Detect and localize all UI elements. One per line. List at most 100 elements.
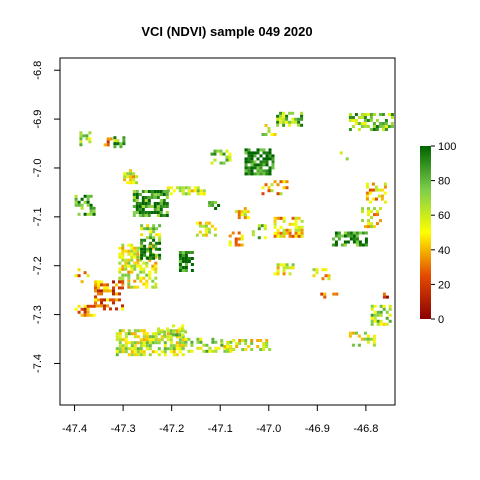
raster-cell (145, 285, 149, 289)
raster-cell (355, 243, 359, 247)
raster-cell (147, 214, 151, 217)
raster-cell (172, 333, 176, 337)
raster-cell (204, 224, 208, 228)
raster-cell (133, 332, 137, 336)
raster-cell (184, 251, 188, 254)
raster-cell (138, 214, 142, 217)
raster-cell (118, 329, 122, 333)
raster-cell (346, 234, 350, 238)
raster-cell (169, 341, 173, 345)
raster-cell (148, 344, 152, 348)
raster-cell (118, 347, 122, 351)
raster-cell (288, 228, 292, 232)
raster-cell (204, 230, 208, 234)
raster-cell (178, 257, 182, 260)
raster-cell (323, 295, 327, 299)
raster-cell (148, 270, 152, 274)
raster-cell (178, 266, 182, 269)
raster-cell (259, 166, 263, 170)
y-tick-label: -7.1 (32, 207, 44, 226)
raster-cell (232, 339, 236, 342)
raster-cell (85, 134, 89, 138)
raster-cell (285, 114, 289, 118)
raster-cell (158, 233, 162, 237)
raster-cell (262, 157, 266, 161)
raster-cell (253, 172, 257, 176)
raster-cell (146, 247, 150, 251)
raster-cell (154, 350, 158, 354)
raster-cell (79, 143, 83, 147)
raster-cell (205, 343, 209, 347)
raster-cell (279, 111, 283, 115)
raster-cell (86, 274, 90, 278)
raster-cell (259, 172, 263, 176)
raster-cell (126, 181, 130, 185)
raster-cell (262, 163, 266, 167)
raster-cell (263, 227, 267, 231)
raster-cell (190, 349, 194, 353)
raster-cell (244, 169, 248, 173)
raster-cell (181, 251, 185, 254)
raster-cell (234, 240, 238, 244)
raster-cell (250, 160, 254, 164)
raster-cell (136, 273, 140, 277)
raster-cell (282, 272, 286, 276)
raster-cell (109, 298, 112, 302)
raster-cell (115, 332, 119, 336)
raster-cell (259, 148, 263, 152)
raster-cell (240, 234, 244, 238)
raster-cell (279, 234, 283, 238)
raster-cell (279, 231, 283, 235)
raster-cell (118, 286, 121, 290)
raster-cell (127, 252, 131, 256)
raster-cell (241, 348, 245, 351)
raster-cell (193, 186, 197, 190)
raster-cell (152, 244, 156, 248)
raster-cell (145, 347, 149, 351)
raster-cell (234, 243, 238, 247)
raster-cell (169, 350, 173, 354)
raster-cell (112, 289, 115, 293)
raster-cell (265, 342, 269, 345)
raster-cell (151, 350, 155, 354)
raster-cell (259, 169, 263, 173)
raster-cell (228, 234, 232, 238)
raster-cell (312, 268, 316, 272)
raster-cell (109, 137, 113, 141)
raster-cell (169, 338, 173, 342)
raster-cell (141, 202, 145, 205)
raster-cell (132, 199, 136, 202)
raster-cell (379, 313, 383, 317)
raster-cell (360, 116, 364, 119)
raster-cell (234, 237, 238, 241)
raster-cell (155, 227, 159, 231)
raster-cell (382, 307, 386, 311)
raster-cell (259, 154, 263, 158)
raster-cell (89, 212, 93, 216)
raster-cell (282, 228, 286, 232)
raster-cell (368, 200, 372, 204)
raster-cell (378, 125, 382, 128)
raster-cell (351, 343, 355, 347)
chart-title: VCI (NDVI) sample 049 2020 (141, 24, 312, 39)
raster-cell (263, 236, 267, 240)
raster-cell (380, 194, 384, 198)
raster-cell (343, 234, 347, 238)
raster-cell (154, 282, 158, 286)
raster-cell (190, 269, 194, 272)
raster-cell (291, 263, 295, 267)
raster-cell (259, 339, 263, 342)
raster-cell (354, 119, 358, 122)
raster-cell (354, 113, 358, 116)
raster-cell (121, 258, 125, 262)
raster-cell (121, 304, 124, 308)
raster-cell (187, 186, 191, 190)
raster-cell (133, 335, 137, 339)
raster-cell (129, 172, 133, 176)
raster-cell (184, 254, 188, 257)
raster-cell (132, 175, 136, 179)
raster-cell (181, 338, 185, 342)
raster-cell (337, 237, 341, 241)
raster-cell (244, 172, 248, 176)
raster-cell (157, 338, 161, 342)
